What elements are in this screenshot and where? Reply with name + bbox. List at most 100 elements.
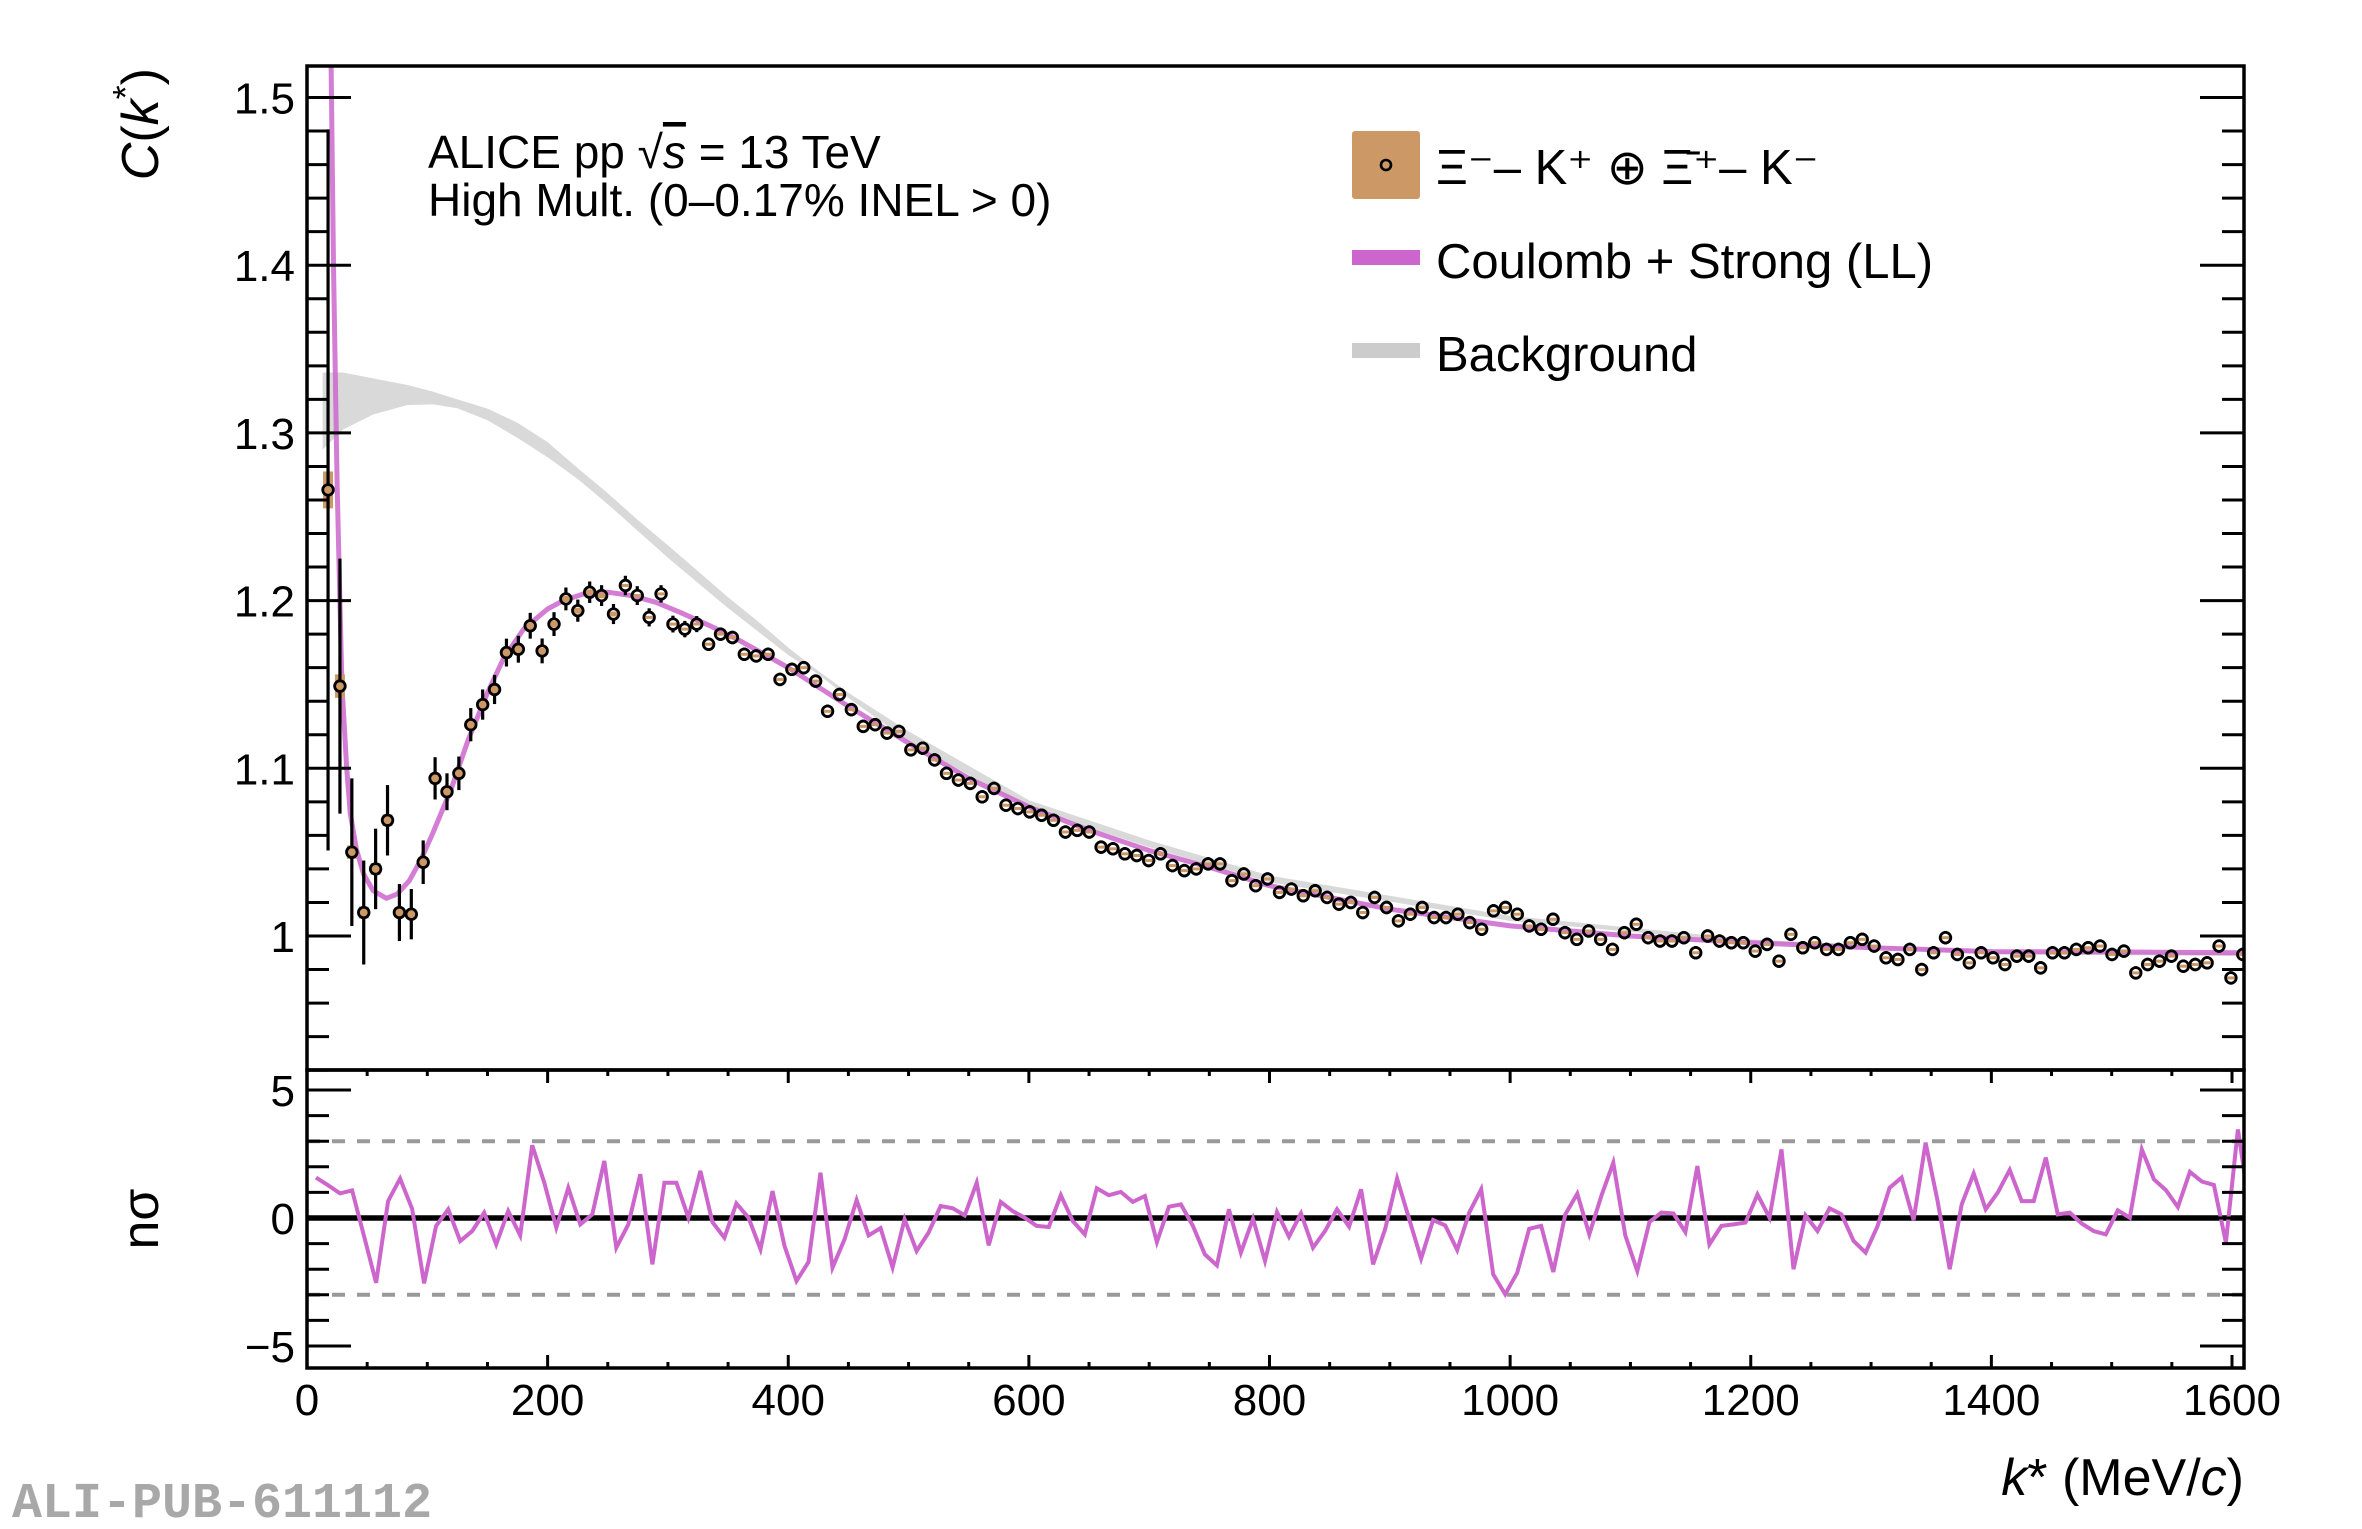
systematic-error-box (370, 863, 381, 875)
data-marker (416, 855, 430, 869)
systematic-error-box (1262, 877, 1273, 881)
data-point (475, 689, 490, 720)
data-point (737, 647, 752, 661)
data-marker (713, 627, 728, 641)
data-point (785, 662, 799, 677)
data-point (1165, 858, 1180, 873)
systematic-error-box (1762, 942, 1773, 946)
data-marker (690, 617, 704, 631)
systematic-error-box (1096, 845, 1107, 849)
data-marker (1118, 847, 1132, 861)
systematic-error-box (1964, 961, 1975, 965)
data-point (1843, 936, 1858, 950)
data-point (1593, 932, 1608, 947)
data-point (1260, 872, 1275, 886)
systematic-error-box (323, 471, 334, 509)
systematic-error-box (596, 592, 607, 599)
data-point (1831, 942, 1846, 957)
data-marker (2057, 946, 2072, 960)
systematic-error-box (2130, 971, 2141, 975)
annotation-part: s (663, 126, 686, 178)
data-marker (1094, 840, 1108, 854)
systematic-error-box (2237, 952, 2244, 956)
watermark: ALI-PUB-611112 (12, 1476, 432, 1529)
data-point (761, 647, 775, 661)
systematic-error-box (763, 652, 774, 656)
systematic-error-box (2154, 959, 2165, 963)
systematic-error-box (2047, 951, 2058, 955)
data-marker (1998, 957, 2012, 972)
data-point (606, 603, 621, 625)
data-point (618, 575, 633, 596)
systematic-error-box (846, 708, 857, 712)
nsigma-tick-label: −5 (245, 1323, 295, 1372)
data-marker (1807, 936, 1822, 950)
data-point (1510, 907, 1525, 921)
data-point (404, 889, 419, 940)
data-marker (666, 617, 680, 631)
systematic-error-box (1048, 818, 1059, 822)
systematic-error-box (1381, 905, 1392, 909)
data-marker (2188, 957, 2202, 972)
systematic-error-box (1405, 912, 1416, 916)
data-point (547, 612, 561, 636)
data-point (1891, 952, 1905, 967)
data-point (2212, 939, 2226, 953)
data-point (1867, 939, 1881, 953)
data-point (892, 724, 906, 739)
x-title-part: * (MeV/ (2027, 1449, 2201, 1507)
systematic-error-box (620, 584, 631, 588)
data-marker (2129, 966, 2143, 980)
data-marker (1962, 956, 1976, 970)
y-tick-label: 1.2 (234, 578, 295, 627)
data-marker (1617, 925, 1632, 940)
systematic-error-box (584, 589, 595, 596)
data-marker (1260, 872, 1275, 886)
data-marker (642, 610, 656, 625)
data-point (1058, 825, 1073, 839)
data-point (428, 757, 442, 800)
data-point (1724, 936, 1739, 950)
data-marker (2152, 954, 2167, 968)
systematic-error-box (1440, 916, 1451, 920)
data-point (2176, 959, 2191, 973)
data-point (1605, 942, 1620, 957)
systematic-error-box (1512, 912, 1523, 916)
data-point (999, 798, 1013, 812)
y-title-part: ( (112, 125, 170, 143)
data-point (1249, 878, 1263, 893)
systematic-error-box (834, 693, 845, 697)
data-marker (1784, 927, 1798, 942)
systematic-error-box (727, 635, 738, 639)
systematic-error-box (1476, 927, 1487, 931)
y-axis-title-upper: C(k*) (105, 68, 171, 180)
data-point (380, 785, 395, 856)
data-marker (357, 905, 371, 920)
data-marker (1534, 922, 1548, 936)
data-point (1819, 942, 1834, 957)
data-point (713, 627, 728, 641)
data-marker (1023, 805, 1037, 819)
data-marker (1249, 878, 1263, 893)
data-marker (1879, 951, 1893, 965)
x-tick-label: 1600 (2183, 1376, 2281, 1425)
data-marker (892, 724, 906, 739)
data-point (1915, 962, 1929, 977)
systematic-error-box (1631, 922, 1642, 926)
data-marker (1855, 932, 1869, 947)
data-marker (594, 588, 609, 603)
data-point (1582, 924, 1596, 938)
data-marker (963, 776, 977, 791)
data-marker (1011, 801, 1025, 816)
data-point (1070, 823, 1085, 838)
systematic-error-box (2106, 952, 2117, 956)
legend-marker-icon (1379, 158, 1393, 172)
data-marker (1986, 951, 2000, 965)
systematic-error-box (549, 620, 560, 628)
data-point (975, 790, 989, 804)
systematic-error-box (453, 768, 464, 779)
data-point (1796, 941, 1810, 955)
data-marker (1903, 942, 1917, 957)
legend-swatch-background (1352, 343, 1420, 358)
systematic-error-box (1892, 957, 1903, 961)
